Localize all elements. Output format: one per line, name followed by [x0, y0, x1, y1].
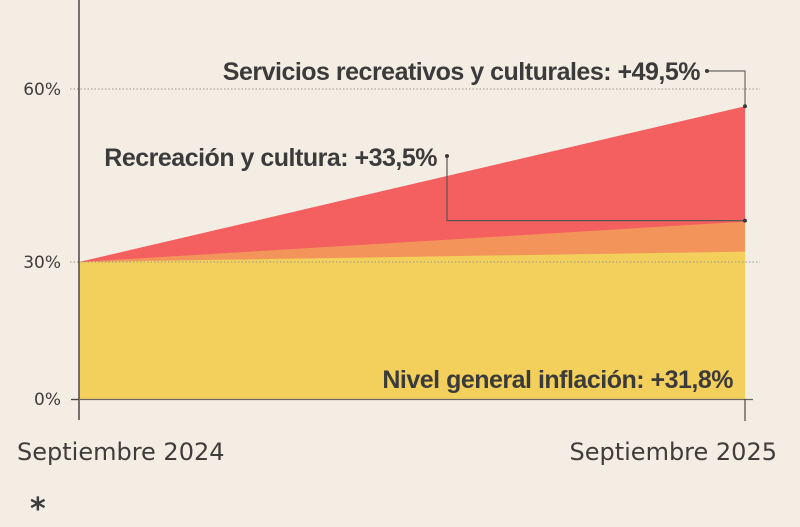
- leader-dot-recreacion-end: [743, 218, 747, 223]
- annotation-recreacion-cultura: Recreación y cultura: +33,5%: [104, 144, 437, 172]
- footnote-asterisk: *: [30, 492, 46, 527]
- leader-dot-recreacion-start: [445, 154, 449, 158]
- x-tick-label-end: Septiembre 2025: [569, 438, 777, 466]
- gridlines: [70, 88, 760, 263]
- chart-areas: [79, 106, 745, 400]
- y-tick-label-0: 0%: [34, 390, 61, 410]
- annotation-nivel-general: Nivel general inflación: +31,8%: [382, 366, 733, 394]
- annotation-leaders: [445, 69, 747, 223]
- area-nivel-general-inflaci-n: [79, 251, 745, 399]
- y-tick-label-60: 60%: [23, 80, 61, 100]
- leader-dot-servicios-start: [705, 69, 709, 73]
- leader-servicios: [707, 70, 746, 107]
- axes: [72, 0, 753, 421]
- annotation-servicios-recreativos: Servicios recreativos y culturales: +49,…: [223, 58, 700, 86]
- leader-recreacion: [446, 156, 745, 222]
- leader-dot-servicios-end: [743, 104, 747, 109]
- y-tick-label-30: 30%: [23, 253, 61, 273]
- x-tick-label-start: Septiembre 2024: [17, 438, 225, 466]
- annotations: Servicios recreativos y culturales: +49,…: [104, 58, 733, 394]
- y-tick-labels: 0% 30% 60%: [23, 80, 79, 410]
